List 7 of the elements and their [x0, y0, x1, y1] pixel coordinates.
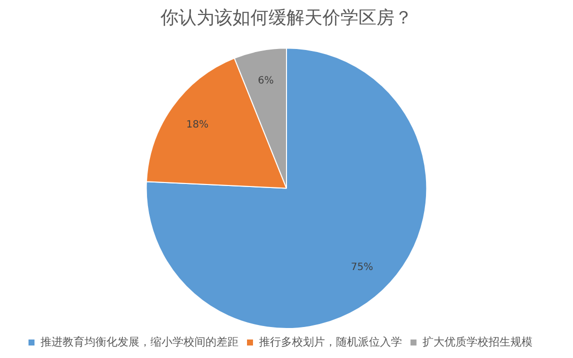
data-label: 75%	[350, 262, 374, 274]
legend-label: 推进教育均衡化发展，缩小学校间的差距	[40, 335, 238, 348]
data-label: 18%	[186, 119, 209, 130]
legend-label: 扩大优质学校招生规模	[422, 335, 532, 348]
data-label: 6%	[258, 76, 274, 87]
chart-title: 你认为该如何缓解天价学区房？	[160, 7, 412, 28]
legend-label: 推行多校划片，随机派位入学	[259, 335, 402, 348]
